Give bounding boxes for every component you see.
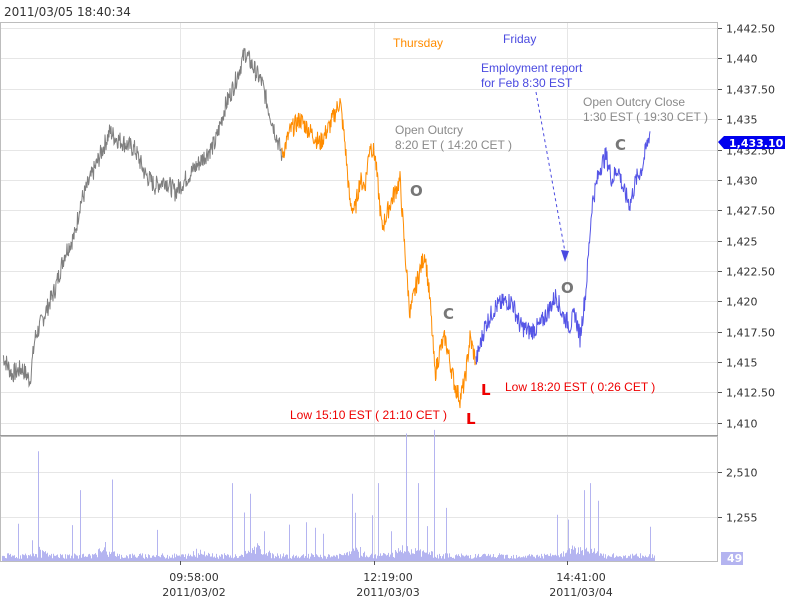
low-thursday-note: Low 15:10 EST ( 21:10 CET ): [290, 408, 447, 422]
time-tick-label: 12:19:00: [363, 571, 412, 584]
price-series-day-3: [475, 131, 651, 365]
price-tick-label: 1,442.50: [726, 23, 775, 36]
marker-low-friday: L: [481, 381, 491, 399]
price-tick-label: 1,437.50: [726, 84, 775, 97]
time-tick-label: 14:41:00: [556, 571, 605, 584]
date-tick-label: 2011/03/03: [356, 586, 419, 599]
open-outcry-note-line1: Open Outcry: [395, 123, 463, 137]
time-axis: 09:58:00 2011/03/02 12:19:00 2011/03/03 14:4…: [162, 561, 613, 599]
date-tick-label: 2011/03/02: [162, 586, 225, 599]
date-tick-label: 2011/03/04: [549, 586, 612, 599]
volume-tick-label: 2,510: [726, 467, 758, 480]
marker-close-friday: C: [615, 136, 626, 154]
time-tick-label: 09:58:00: [169, 571, 218, 584]
open-outcry-close-line2: 1:30 EST ( 19:30 CET ): [583, 110, 708, 124]
price-tick-label: 1,440: [726, 53, 758, 66]
price-tick-label: 1,410: [726, 418, 758, 431]
last-volume-value: 49: [727, 552, 742, 565]
marker-open-thursday: O: [410, 182, 423, 200]
chart-timestamp: 2011/03/05 18:40:34: [4, 5, 131, 19]
price-tick-label: 1,427.50: [726, 205, 775, 218]
last-price-badge: 1,433.10: [718, 136, 785, 150]
volume-bars: [2, 429, 655, 561]
employment-note-line1: Employment report: [481, 61, 583, 75]
price-tick-label: 1,435: [726, 114, 758, 127]
label-friday: Friday: [503, 32, 536, 46]
open-outcry-note-line2: 8:20 ET ( 14:20 CET ): [395, 138, 512, 152]
low-friday-note: Low 18:20 EST ( 0:26 CET ): [505, 380, 655, 394]
price-series-day-1: [2, 47, 283, 388]
volume-axis: 2,510 1,255: [718, 467, 758, 525]
price-series: [2, 47, 651, 409]
volume-panel-frame: [0, 436, 718, 562]
price-tick-label: 1,425: [726, 236, 758, 249]
price-axis: 1,442.501,4401,437.501,4351,432.501,4301…: [718, 23, 775, 431]
price-tick-label: 1,422.50: [726, 266, 775, 279]
price-tick-label: 1,430: [726, 175, 758, 188]
employment-note-line2: for Feb 8:30 EST: [481, 76, 573, 90]
last-volume-badge: 49: [721, 552, 743, 565]
price-tick-label: 1,415: [726, 357, 758, 370]
marker-close-thursday: C: [443, 305, 454, 323]
price-series-day-2: [281, 98, 477, 409]
open-outcry-close-line1: Open Outcry Close: [583, 95, 685, 109]
volume-tick-label: 1,255: [726, 512, 758, 525]
last-price-value: 1,433.10: [729, 137, 784, 150]
label-thursday: Thursday: [393, 36, 443, 50]
price-tick-label: 1,420: [726, 296, 758, 309]
marker-open-friday: O: [561, 279, 574, 297]
employment-arrow-head: [561, 250, 569, 262]
marker-low-thursday: L: [466, 410, 476, 428]
price-tick-label: 1,417.50: [726, 327, 775, 340]
gridlines: [0, 22, 718, 561]
price-tick-label: 1,412.50: [726, 387, 775, 400]
